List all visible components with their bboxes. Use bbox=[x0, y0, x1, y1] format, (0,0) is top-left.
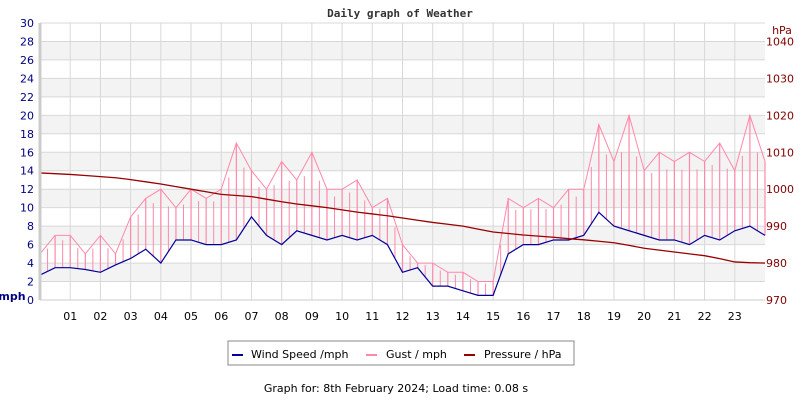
wind-series bbox=[39, 211, 766, 296]
x-tick-label: 04 bbox=[154, 310, 168, 323]
x-tick-label: 08 bbox=[275, 310, 289, 323]
x-tick-label: 18 bbox=[577, 310, 591, 323]
x-tick-label: 03 bbox=[124, 310, 138, 323]
axes: 0246810121416182022242628309709809901000… bbox=[20, 17, 794, 323]
left-tick-label: 26 bbox=[20, 54, 34, 67]
legend-box bbox=[227, 340, 575, 366]
x-tick-label: 13 bbox=[426, 310, 440, 323]
x-tick-label: 21 bbox=[667, 310, 681, 323]
right-tick-label: 1030 bbox=[766, 72, 794, 85]
left-tick-label: 16 bbox=[20, 146, 34, 159]
right-tick-label: 980 bbox=[766, 257, 787, 270]
left-tick-label: 24 bbox=[20, 72, 34, 85]
x-tick-label: 14 bbox=[456, 310, 470, 323]
left-tick-label: 6 bbox=[27, 239, 34, 252]
wind-speed-line bbox=[39, 211, 766, 296]
left-tick-label: 28 bbox=[20, 35, 34, 48]
left-axis-label: mph bbox=[0, 290, 26, 303]
right-tick-label: 990 bbox=[766, 220, 787, 233]
x-tick-label: 16 bbox=[516, 310, 530, 323]
right-tick-label: 970 bbox=[766, 294, 787, 307]
left-tick-label: 14 bbox=[20, 165, 34, 178]
legend: Wind Speed /mph Gust / mph Pressure / hP… bbox=[227, 340, 575, 366]
left-tick-label: 2 bbox=[27, 276, 34, 289]
x-tick-label: 02 bbox=[93, 310, 107, 323]
left-tick-label: 10 bbox=[20, 202, 34, 215]
pressure-series bbox=[39, 172, 766, 264]
right-tick-label: 1000 bbox=[766, 183, 794, 196]
x-tick-label: 09 bbox=[305, 310, 319, 323]
left-tick-label: 8 bbox=[27, 220, 34, 233]
x-tick-label: 11 bbox=[365, 310, 379, 323]
x-tick-label: 05 bbox=[184, 310, 198, 323]
footer-text: Graph for: 8th February 2024; Load time:… bbox=[264, 382, 529, 395]
x-tick-label: 22 bbox=[698, 310, 712, 323]
left-tick-label: 12 bbox=[20, 183, 34, 196]
left-tick-label: 0 bbox=[27, 294, 34, 307]
left-tick-label: 20 bbox=[20, 109, 34, 122]
x-tick-label: 06 bbox=[214, 310, 228, 323]
legend-gust: Gust / mph bbox=[386, 348, 447, 361]
x-tick-label: 12 bbox=[396, 310, 410, 323]
gust-series bbox=[39, 113, 766, 296]
left-tick-label: 22 bbox=[20, 91, 34, 104]
x-tick-label: 17 bbox=[547, 310, 561, 323]
x-tick-label: 23 bbox=[728, 310, 742, 323]
x-tick-label: 20 bbox=[637, 310, 651, 323]
x-tick-label: 15 bbox=[486, 310, 500, 323]
legend-wind: Wind Speed /mph bbox=[251, 348, 349, 361]
x-tick-label: 10 bbox=[335, 310, 349, 323]
left-tick-label: 18 bbox=[20, 128, 34, 141]
x-tick-label: 19 bbox=[607, 310, 621, 323]
chart-title: Daily graph of Weather bbox=[327, 7, 473, 20]
gust-line bbox=[39, 113, 766, 283]
left-tick-label: 30 bbox=[20, 17, 34, 30]
x-tick-label: 07 bbox=[244, 310, 258, 323]
right-axis-label: hPa bbox=[772, 24, 792, 37]
right-tick-label: 1040 bbox=[766, 35, 794, 48]
x-tick-label: 01 bbox=[63, 310, 77, 323]
right-tick-label: 1020 bbox=[766, 109, 794, 122]
legend-pressure: Pressure / hPa bbox=[484, 348, 562, 361]
right-tick-label: 1010 bbox=[766, 146, 794, 159]
pressure-line bbox=[39, 172, 766, 264]
left-tick-label: 4 bbox=[27, 257, 34, 270]
